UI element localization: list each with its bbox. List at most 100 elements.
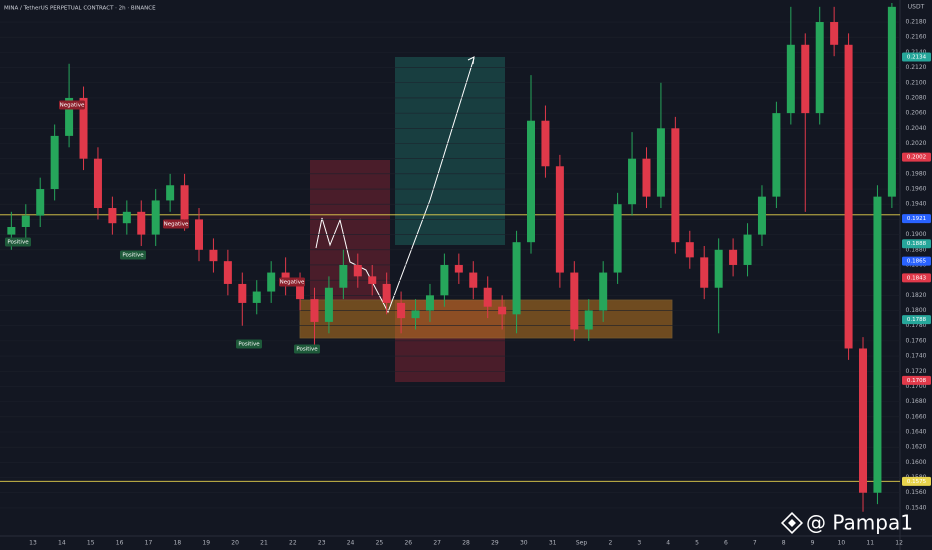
price-tag xyxy=(902,214,931,224)
x-tick-label: 23 xyxy=(318,540,326,547)
price-tag-label: 0.1921 xyxy=(907,216,926,222)
badge-box xyxy=(59,100,85,110)
candle-body xyxy=(21,215,30,228)
candle-body xyxy=(714,249,723,288)
x-tick-label: 10 xyxy=(838,540,846,547)
badge-label: Negative xyxy=(280,280,305,286)
x-tick-label: 19 xyxy=(202,540,210,547)
y-tick-label: 0.2140 xyxy=(906,49,927,56)
candle-body xyxy=(656,128,665,197)
y-tick-label: 0.2060 xyxy=(906,110,927,117)
y-tick-label: 0.1900 xyxy=(906,231,927,238)
x-tick-label: 26 xyxy=(404,540,412,547)
x-tick-label: 8 xyxy=(782,540,786,547)
candle-body xyxy=(786,44,795,114)
candle-body xyxy=(830,22,839,45)
candle-body xyxy=(93,158,102,209)
candle-body xyxy=(339,264,348,288)
candle-body xyxy=(743,234,752,265)
x-tick-label: 2 xyxy=(608,540,612,547)
candle-body xyxy=(382,283,391,303)
candle-body xyxy=(541,120,550,167)
y-tick-label: 0.2180 xyxy=(906,19,927,26)
arrow-head xyxy=(467,56,475,65)
candle-body xyxy=(368,276,377,284)
x-tick-label: 22 xyxy=(289,540,297,547)
candle-body xyxy=(628,158,637,205)
badge-label: Positive xyxy=(296,347,318,353)
target-box xyxy=(395,57,505,245)
candle-body xyxy=(757,196,766,235)
candle-body xyxy=(469,272,478,288)
price-tag-label: 0.1575 xyxy=(907,479,927,485)
candle-body xyxy=(671,128,680,243)
price-tag-label: 0.1888 xyxy=(907,241,927,247)
candle-body xyxy=(555,166,564,273)
candle-body xyxy=(844,44,853,349)
y-tick-label: 0.1560 xyxy=(906,489,927,496)
x-tick-label: 14 xyxy=(58,540,66,547)
candle-body xyxy=(512,242,521,315)
candle-body xyxy=(729,249,738,265)
badge-box xyxy=(120,250,146,260)
candle-body xyxy=(772,113,781,197)
candle-body xyxy=(209,249,218,262)
price-tag xyxy=(902,375,931,385)
y-tick-label: 0.1700 xyxy=(906,383,927,390)
x-tick-label: 12 xyxy=(895,540,903,547)
badge-box xyxy=(294,344,320,354)
y-tick-label: 0.2020 xyxy=(906,140,927,147)
candle-body xyxy=(223,261,232,284)
price-tag-label: 0.2002 xyxy=(907,155,926,161)
x-tick-label: 29 xyxy=(491,540,499,547)
badge-box xyxy=(236,339,262,349)
y-tick-label: 0.2080 xyxy=(906,94,927,101)
currency: USDT xyxy=(908,4,925,11)
x-tick-label: 28 xyxy=(462,540,470,547)
price-tag xyxy=(902,476,931,486)
price-tag-label: 0.1788 xyxy=(907,317,927,323)
x-tick-label: 11 xyxy=(866,540,874,547)
candle-body xyxy=(700,257,709,288)
x-tick-label: 17 xyxy=(145,540,153,547)
x-tick-label: 27 xyxy=(433,540,441,547)
badge-box xyxy=(163,219,189,229)
logo xyxy=(780,511,804,535)
badge-label: Positive xyxy=(7,240,29,246)
candle-body xyxy=(570,272,579,330)
y-tick-label: 0.2100 xyxy=(906,79,927,86)
y-tick-label: 0.1540 xyxy=(906,504,927,511)
y-tick-label: 0.1880 xyxy=(906,246,927,253)
candle-body xyxy=(180,185,189,220)
x-tick-label: 5 xyxy=(695,540,699,547)
x-tick-label: 9 xyxy=(811,540,815,547)
candle-body xyxy=(324,287,333,322)
y-tick-label: 0.1640 xyxy=(906,428,927,435)
candle-body xyxy=(440,264,449,296)
x-tick-label: 13 xyxy=(29,540,37,547)
price-tag xyxy=(902,273,931,283)
price-tag xyxy=(902,239,931,249)
y-tick-label: 0.1600 xyxy=(906,459,927,466)
candle-body xyxy=(267,272,276,292)
candle-body xyxy=(527,120,536,243)
x-tick-label: 18 xyxy=(174,540,182,547)
candle-body xyxy=(151,200,160,235)
price-tag xyxy=(902,152,931,162)
x-tick-label: 21 xyxy=(260,540,268,547)
candle-body xyxy=(815,22,824,114)
badge-label: Negative xyxy=(60,103,85,109)
y-tick-label: 0.1780 xyxy=(906,322,927,329)
y-tick-label: 0.1800 xyxy=(906,307,927,314)
y-tick-label: 0.1680 xyxy=(906,398,927,405)
price-tag xyxy=(902,52,931,62)
candle-body xyxy=(887,6,896,197)
y-tick-label: 0.1940 xyxy=(906,201,927,208)
y-tick-label: 0.1760 xyxy=(906,337,927,344)
chart-title: MINA / TetherUS PERPETUAL CONTRACT · 2h … xyxy=(4,6,156,12)
projection-path xyxy=(315,57,475,314)
y-tick-label: 0.1720 xyxy=(906,368,927,375)
risk-box xyxy=(310,160,390,300)
candle-body xyxy=(7,227,16,235)
